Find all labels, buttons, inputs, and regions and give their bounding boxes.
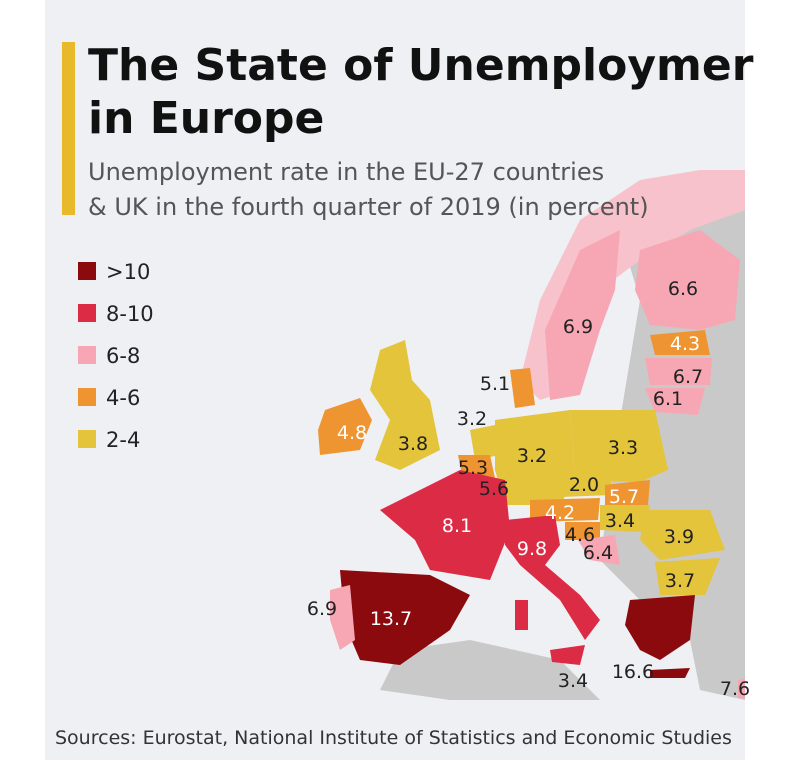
region-label: 4.3 [670, 333, 700, 355]
accent-bar [62, 42, 75, 215]
region-label: 4.8 [337, 422, 367, 444]
region-label: 5.6 [479, 478, 509, 500]
region-label: 4.6 [565, 524, 595, 546]
region-label: 3.8 [398, 433, 428, 455]
region-label: 7.6 [720, 678, 750, 700]
map [318, 170, 745, 700]
subtitle: & UK in the fourth quarter of 2019 (in p… [88, 193, 649, 221]
region-label: 13.7 [370, 608, 412, 630]
region-label: 6.7 [673, 366, 703, 388]
region-label: 3.9 [664, 526, 694, 548]
map-labels: 6.6 6.9 4.3 6.76.1 5.1 3.2 4.8 3.8 3.2 3.3 5.35.6 2… [307, 278, 750, 700]
legend: >10 8-10 6-8 4-6 2-4 [78, 260, 154, 452]
legend-swatch [78, 388, 96, 406]
title: in Europe [88, 93, 324, 144]
region-label: 6.6 [668, 278, 698, 300]
legend-swatch [78, 262, 96, 280]
legend-label: >10 [106, 260, 150, 284]
region-label: 4.2 [545, 502, 575, 524]
region-label: 16.6 [612, 661, 654, 683]
legend-label: 4-6 [106, 386, 140, 410]
region-label: 5.1 [480, 373, 510, 395]
region-label: 6.4 [583, 542, 613, 564]
region-label: 2.0 [569, 474, 599, 496]
region-label: 3.4 [558, 670, 588, 692]
region-label: 6.9 [307, 598, 337, 620]
region-label: 3.4 [605, 510, 635, 532]
region-label: 3.3 [608, 437, 638, 459]
region-label: 3.7 [665, 570, 695, 592]
title: The State of Unemploymer [88, 40, 754, 91]
region-label: 9.8 [517, 538, 547, 560]
legend-swatch [78, 304, 96, 322]
region-label: 3.2 [457, 408, 487, 430]
region-label: 8.1 [442, 515, 472, 537]
legend-label: 6-8 [106, 344, 140, 368]
legend-label: 8-10 [106, 302, 154, 326]
subtitle: Unemployment rate in the EU-27 countries [88, 158, 604, 186]
region-label: 6.1 [653, 388, 683, 410]
source: Sources: Eurostat, National Institute of… [55, 727, 732, 749]
region-label: 3.2 [517, 445, 547, 467]
legend-swatch [78, 346, 96, 364]
region-label: 6.9 [563, 316, 593, 338]
legend-swatch [78, 430, 96, 448]
legend-label: 2-4 [106, 428, 140, 452]
region-label: 5.7 [609, 486, 639, 508]
region-label: 5.3 [458, 457, 488, 479]
